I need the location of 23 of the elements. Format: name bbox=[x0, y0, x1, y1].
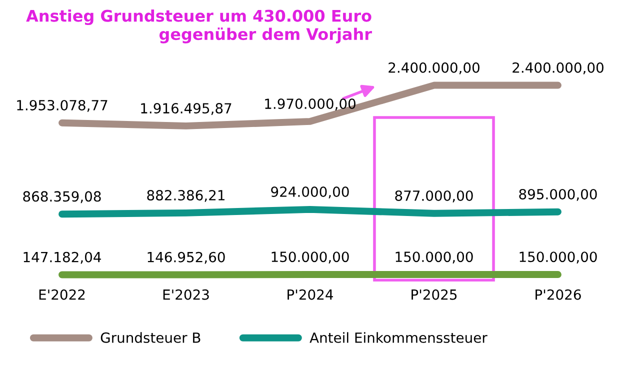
data-label: 895.000,00 bbox=[519, 188, 597, 201]
x-tick-label: E'2022 bbox=[39, 289, 85, 300]
data-label: 882.386,21 bbox=[147, 190, 224, 202]
data-label: 924.000,00 bbox=[271, 186, 349, 198]
data-label: 868.359,08 bbox=[23, 191, 101, 204]
data-label: 146.952,60 bbox=[148, 252, 225, 264]
legend-label: Anteil Einkommenssteuer bbox=[310, 332, 488, 343]
data-label: 1.970.000,00 bbox=[265, 98, 356, 110]
legend-label: Grundsteuer B bbox=[100, 332, 200, 343]
x-tick-label: P'2025 bbox=[412, 289, 457, 300]
x-tick-label: E'2023 bbox=[163, 289, 209, 300]
x-tick-label: P'2024 bbox=[288, 289, 333, 300]
data-label: 877.000,00 bbox=[395, 190, 473, 202]
data-label: 1.953.078,77 bbox=[17, 100, 108, 112]
data-label: 150.000,00 bbox=[396, 252, 473, 264]
x-tick-label: P'2026 bbox=[536, 289, 581, 300]
data-label: 150.000,00 bbox=[520, 252, 597, 264]
data-label: 2.400.000,00 bbox=[388, 62, 480, 74]
data-label: 1.916.495,87 bbox=[141, 103, 232, 115]
data-label: 147.182,04 bbox=[24, 252, 101, 264]
text: Anstieg Grundsteuer um 430.000 Euro gegenüber dem Vorjahr bbox=[26, 9, 372, 44]
data-label: 150.000,00 bbox=[272, 252, 349, 264]
data-label: 2.400.000,00 bbox=[512, 62, 604, 74]
